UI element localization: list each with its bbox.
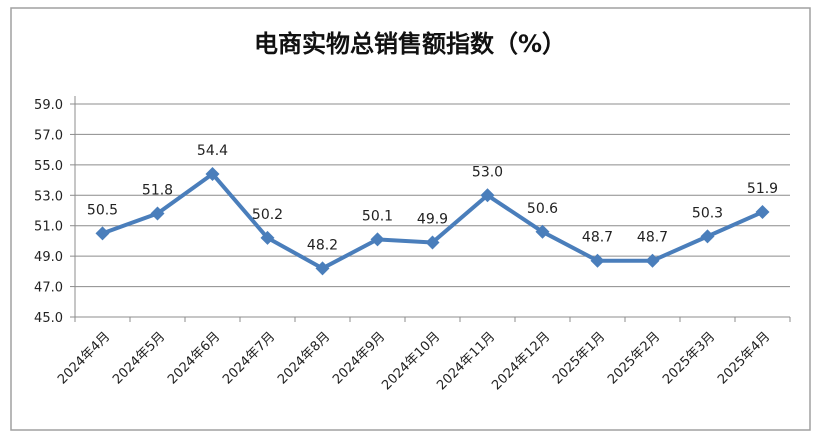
data-point — [260, 230, 275, 245]
y-tick-label: 45.0 — [34, 311, 63, 326]
y-tick-label: 51.0 — [34, 220, 63, 235]
data-label: 50.2 — [252, 207, 283, 223]
data-point — [315, 261, 330, 276]
y-tick-label: 55.0 — [34, 159, 63, 174]
data-label: 49.9 — [417, 211, 448, 227]
y-tick-label: 49.0 — [34, 250, 63, 265]
data-label: 51.9 — [747, 181, 778, 197]
data-label: 48.7 — [637, 230, 668, 246]
data-point — [590, 253, 605, 268]
data-label: 50.3 — [692, 205, 723, 221]
data-point — [645, 253, 660, 268]
data-label: 48.2 — [307, 237, 338, 253]
data-point — [95, 226, 110, 241]
y-tick-label: 47.0 — [34, 281, 63, 296]
y-tick-label: 53.0 — [34, 189, 63, 204]
y-tick-label: 59.0 — [34, 98, 63, 113]
data-point — [425, 235, 440, 250]
data-point — [150, 206, 165, 221]
chart-title: 电商实物总销售额指数（%） — [254, 30, 566, 58]
data-point — [370, 232, 385, 247]
data-label: 51.8 — [142, 183, 173, 199]
data-point — [480, 188, 495, 203]
data-point — [700, 229, 715, 244]
data-label: 50.6 — [527, 201, 558, 217]
data-label: 48.7 — [582, 230, 613, 246]
data-point — [535, 224, 550, 239]
data-label: 54.4 — [197, 143, 228, 159]
data-label: 50.1 — [362, 208, 393, 224]
y-tick-label: 57.0 — [34, 128, 63, 143]
data-point — [205, 166, 220, 181]
data-point — [755, 205, 770, 220]
data-label: 50.5 — [87, 202, 118, 218]
data-label: 53.0 — [472, 164, 503, 180]
